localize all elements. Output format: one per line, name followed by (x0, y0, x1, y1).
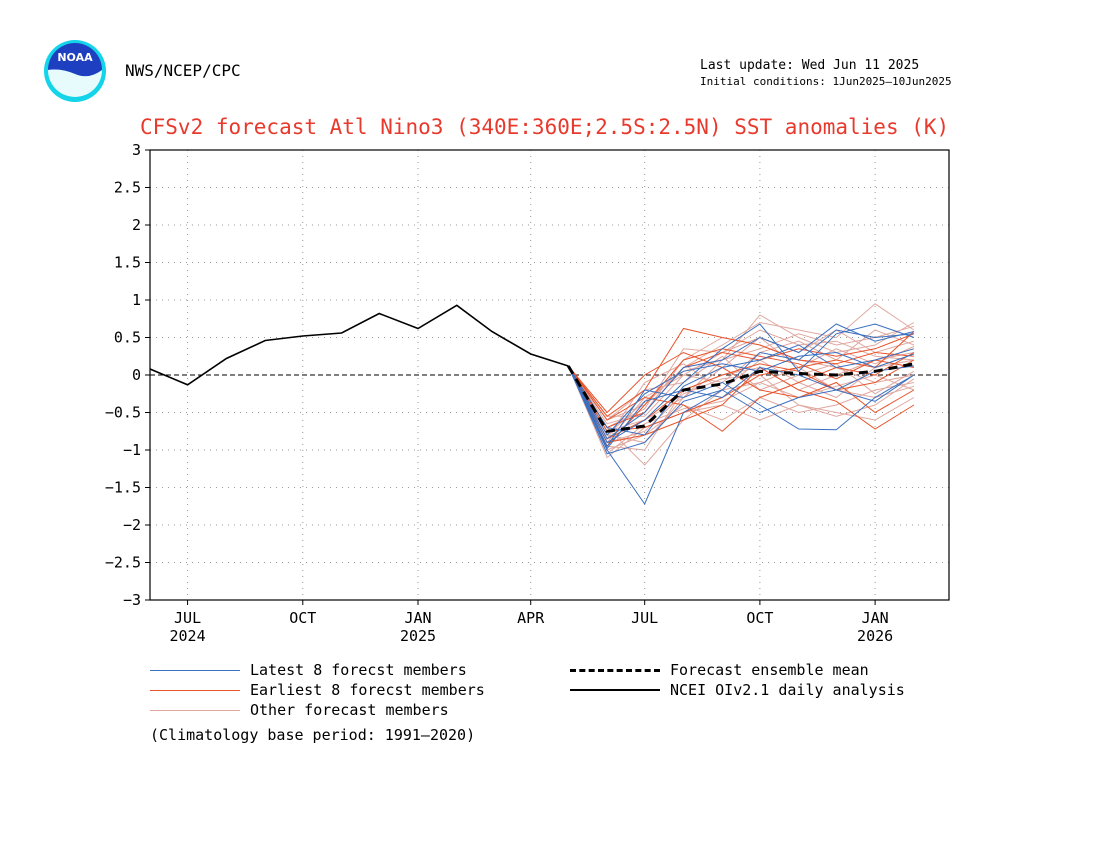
svg-text:NOAA: NOAA (57, 51, 93, 64)
series-line-other-member (567, 355, 915, 421)
y-tick-label: 2.5 (114, 179, 141, 197)
plot-frame (149, 149, 950, 601)
series-line-earliest-member (567, 327, 914, 417)
initial-conditions: Initial conditions: 1Jun2025—10Jun2025 (700, 75, 952, 88)
chart-title: CFSv2 forecast Atl Nino3 (340E:360E;2.5S… (140, 115, 950, 139)
legend-label-latest: Latest 8 forecst members (250, 661, 467, 679)
series-line-other-member (567, 359, 914, 466)
series-line-latest-member (567, 329, 914, 506)
series-line-earliest-member (567, 352, 915, 432)
y-tick-label: −1 (123, 441, 141, 459)
y-tick-label: 1 (132, 291, 141, 309)
x-tick-year-label: 2025 (400, 627, 436, 645)
series-line-other-member (567, 303, 915, 421)
x-tick-label: APR (517, 609, 545, 627)
noaa-logo: NOAA (44, 40, 106, 102)
series-line-observed (149, 304, 569, 386)
y-tick-label: −2.5 (105, 554, 141, 572)
legend-label-observed: NCEI OIv2.1 daily analysis (670, 681, 905, 699)
legend-label-other: Other forecast members (250, 701, 449, 719)
series-line-latest-member (567, 344, 915, 436)
legend-swatch-earliest (150, 690, 240, 691)
legend-swatch-latest (150, 670, 240, 671)
climatology-note: (Climatology base period: 1991—2020) (150, 726, 476, 744)
y-tick-label: −2 (123, 516, 141, 534)
series-line-latest-member (567, 365, 915, 455)
x-tick-label: JAN (862, 609, 889, 627)
org-label: NWS/NCEP/CPC (125, 61, 241, 80)
y-tick-label: −1.5 (105, 479, 141, 497)
y-tick-label: −0.5 (105, 404, 141, 422)
y-tick-label: 3 (132, 141, 141, 159)
y-tick-label: 2 (132, 216, 141, 234)
last-update: Last update: Wed Jun 11 2025 (700, 58, 920, 73)
y-tick-label: 0 (132, 366, 141, 384)
x-tick-label: OCT (746, 609, 773, 627)
x-tick-year-label: 2024 (170, 627, 206, 645)
x-tick-label: OCT (289, 609, 316, 627)
x-tick-label: JUL (174, 609, 201, 627)
series-line-other-member (567, 336, 914, 425)
series-line-latest-member (567, 365, 915, 448)
y-tick-label: 0.5 (114, 329, 141, 347)
series-line-latest-member (567, 365, 914, 450)
legend-label-mean: Forecast ensemble mean (670, 661, 869, 679)
x-tick-label: JUL (631, 609, 658, 627)
series-line-latest-member (567, 351, 915, 436)
y-tick-label: 1.5 (114, 254, 141, 272)
x-tick-label: JAN (404, 609, 431, 627)
legend-swatch-observed (570, 689, 660, 691)
y-tick-label: −3 (123, 591, 141, 609)
series-line-earliest-member (567, 333, 915, 429)
series-line-other-member (567, 336, 915, 417)
x-tick-year-label: 2026 (857, 627, 893, 645)
legend-swatch-mean (570, 669, 660, 672)
series-line-ensemble-mean (567, 362, 915, 433)
legend-label-earliest: Earliest 8 forecst members (250, 681, 485, 699)
legend-swatch-other (150, 710, 240, 711)
